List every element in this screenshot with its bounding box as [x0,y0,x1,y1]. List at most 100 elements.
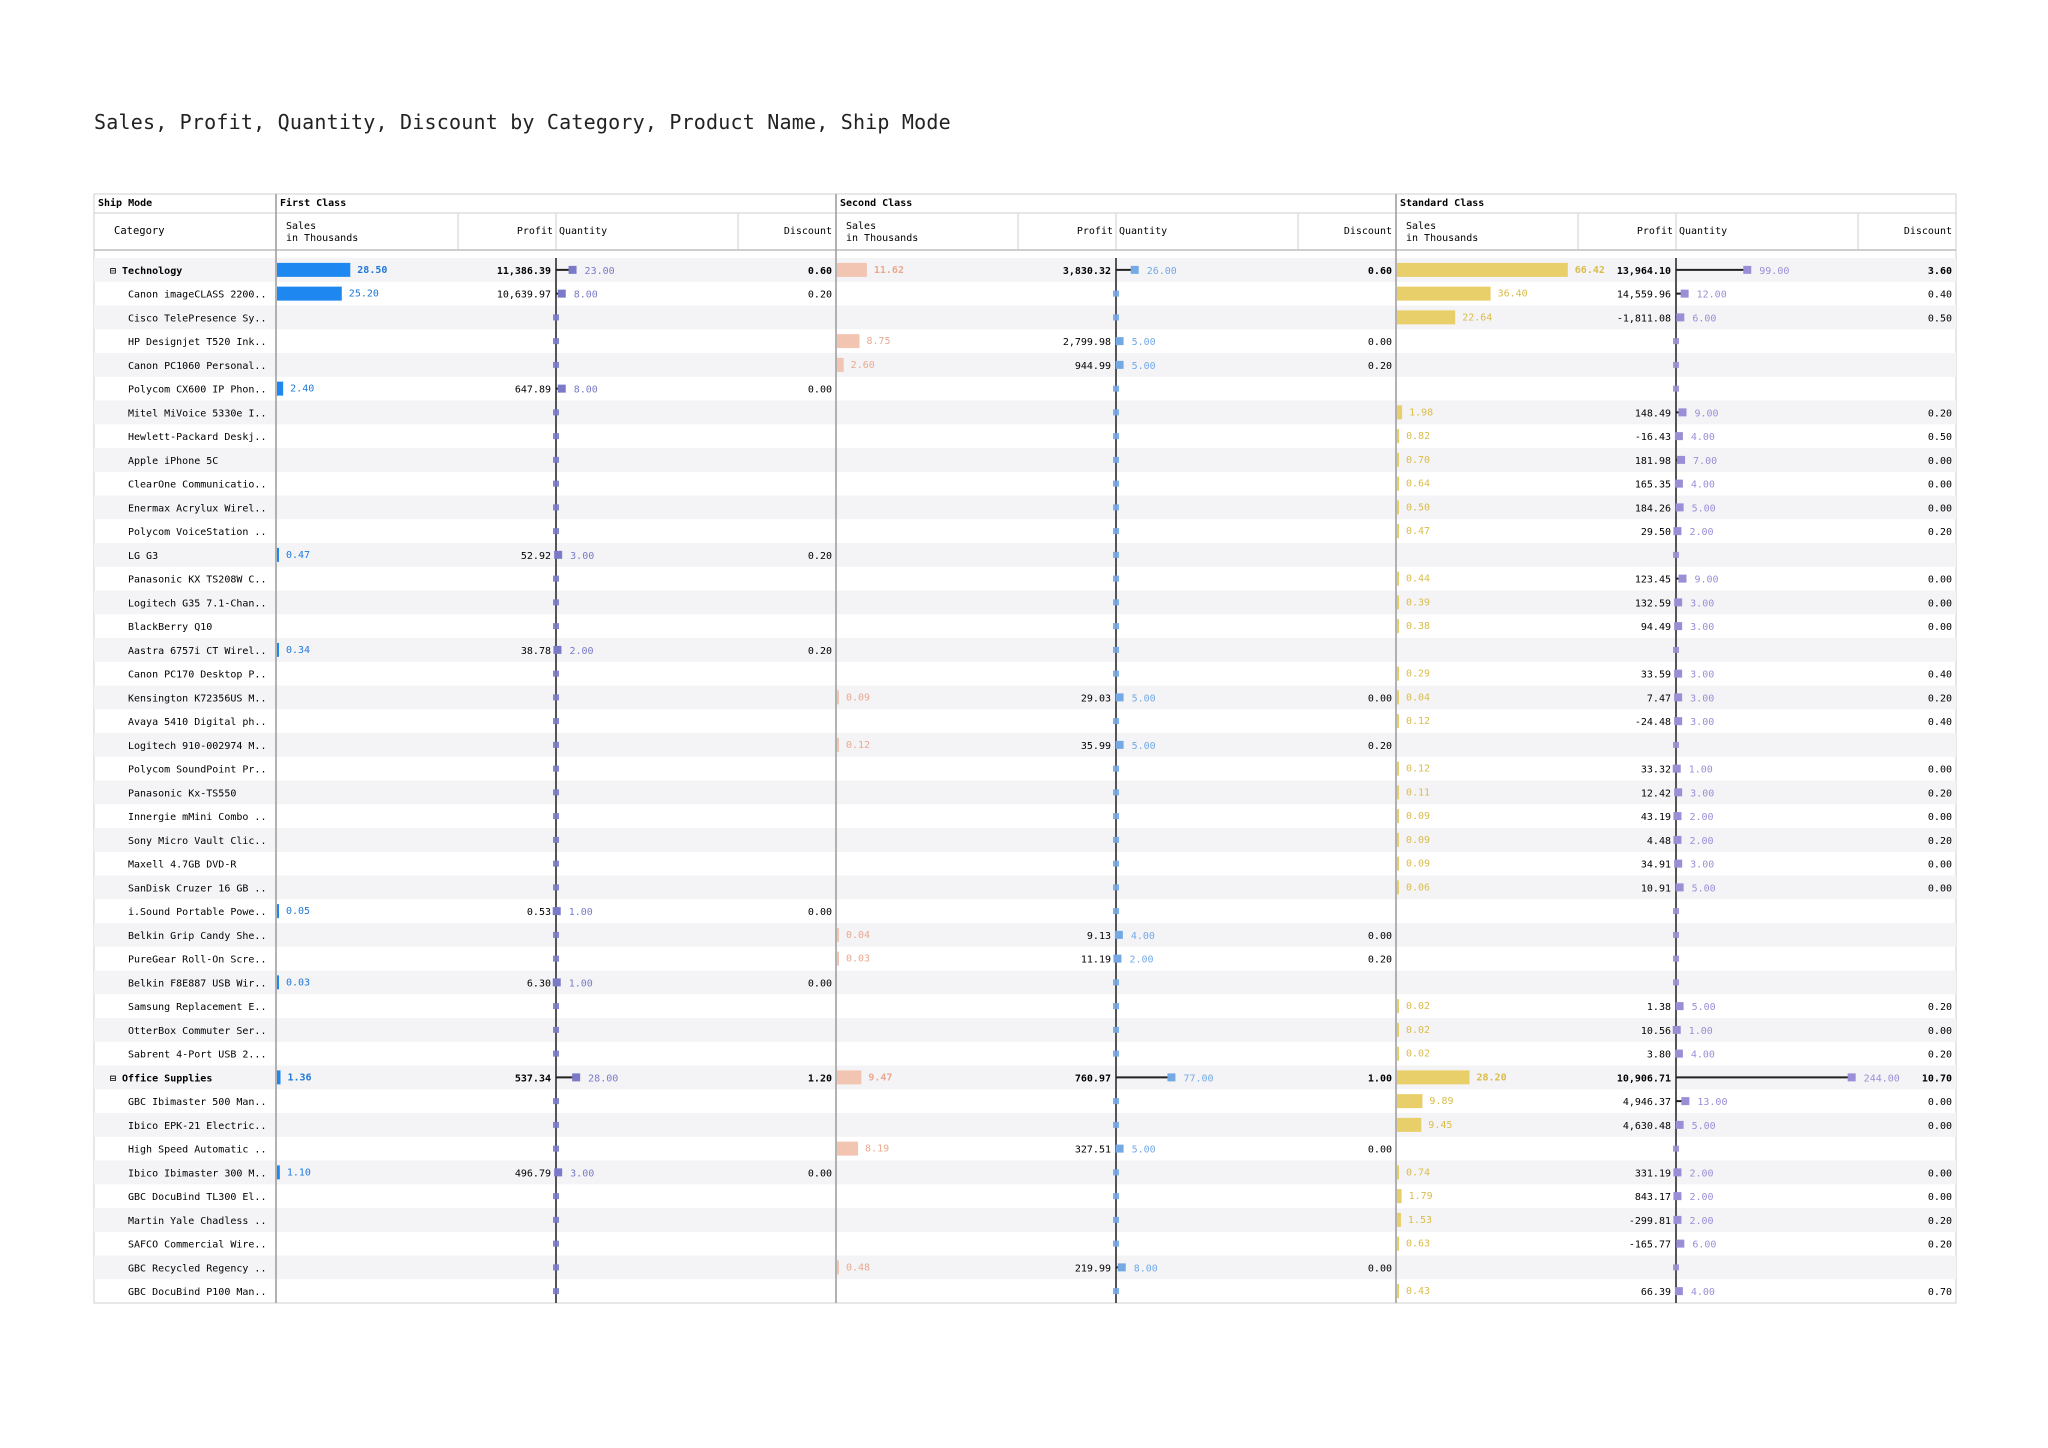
product-name: GBC DocuBind P100 Man.. [128,1287,266,1298]
quantity-value: 3.00 [1690,598,1714,609]
sales-bar [837,1260,839,1275]
sales-bar [1397,1284,1399,1299]
profit-header: Profit [1077,226,1113,237]
quantity-value: 13.00 [1697,1097,1727,1108]
quantity-marker [553,1098,559,1105]
quantity-value: 1.00 [569,907,593,918]
quantity-marker [553,1193,559,1200]
discount-value: 0.00 [1928,622,1952,633]
product-name: GBC Ibimaster 500 Man.. [128,1097,266,1108]
discount-value: 0.20 [1928,693,1952,704]
quantity-marker [1113,409,1119,416]
sales-value: 0.12 [1406,764,1430,775]
row-stripe [94,1018,1956,1042]
product-name: Ibico Ibimaster 300 M.. [128,1168,266,1179]
profit-value: 3,830.32 [1063,266,1111,277]
profit-value: 4.48 [1647,836,1671,847]
quantity-marker [1677,455,1686,464]
sales-bar [837,1141,859,1156]
row-stripe [94,1160,1956,1185]
quantity-marker [1673,385,1679,392]
quantity-value: 2.00 [1689,527,1713,538]
row-stripe [94,1113,1956,1137]
discount-value: 0.00 [1928,812,1952,823]
quantity-marker [1674,432,1683,441]
profit-value: 11.19 [1081,955,1111,966]
quantity-marker [1113,504,1119,511]
sales-value: 0.03 [846,954,870,965]
sales-value: 66.42 [1575,265,1605,276]
discount-value: 0.40 [1928,670,1952,681]
quantity-marker [1113,623,1119,630]
profit-value: 66.39 [1641,1287,1671,1298]
quantity-marker [1743,265,1752,274]
product-name: i.Sound Portable Powe.. [128,907,266,918]
product-name: GBC Recycled Regency .. [128,1263,266,1274]
quantity-value: 3.00 [1690,622,1714,633]
sales-bar [1397,1070,1470,1085]
quantity-marker [1673,361,1679,368]
profit-header: Profit [1637,226,1673,237]
discount-value: 0.00 [1928,1168,1952,1179]
quantity-marker [1673,1192,1682,1201]
discount-value: 0.00 [1368,1145,1392,1156]
quantity-marker [553,1026,559,1033]
sales-value: 8.19 [865,1144,889,1155]
sales-header-unit: in Thousands [846,233,918,244]
quantity-marker [553,860,559,867]
sales-bar [1397,619,1399,634]
row-stripe [94,638,1956,662]
quantity-marker [1113,1240,1119,1247]
sales-value: 9.47 [868,1072,892,1083]
quantity-marker [1674,669,1683,678]
quantity-value: 5.00 [1132,1145,1156,1156]
sales-bar [277,262,351,277]
quantity-value: 244.00 [1864,1073,1900,1084]
profit-value: 13,964.10 [1617,266,1671,277]
quantity-value: 2.00 [1689,1216,1713,1227]
quantity-value: 4.00 [1691,480,1715,491]
sales-bar [277,547,279,562]
quantity-marker [1113,1026,1119,1033]
product-name: Mitel MiVoice 5330e I.. [128,408,266,419]
sales-bar [1397,476,1399,491]
product-name: HP Designjet T520 Ink.. [128,337,266,348]
product-name: Aastra 6757i CT Wirel.. [128,646,266,657]
sales-value: 36.40 [1498,289,1528,300]
profit-value: 496.79 [515,1168,551,1179]
quantity-marker [1113,1216,1119,1223]
discount-value: 0.00 [808,978,832,989]
profit-value: -24.48 [1635,717,1671,728]
quantity-marker [1674,788,1683,797]
sales-value: 0.06 [1406,882,1430,893]
sales-bar [277,1165,280,1180]
quantity-header: Quantity [1119,226,1167,237]
sales-bar [837,1070,862,1085]
sales-value: 0.02 [1406,1001,1430,1012]
profit-value: 38.78 [521,646,551,657]
sales-header-unit: in Thousands [286,233,358,244]
quantity-marker [553,645,562,654]
discount-value: 0.20 [1928,1002,1952,1013]
discount-value: 1.20 [808,1073,832,1084]
product-name: OtterBox Commuter Ser.. [128,1026,266,1037]
row-stripe [94,685,1956,710]
quantity-value: 5.00 [1692,1121,1716,1132]
quantity-marker [1113,480,1119,487]
quantity-marker [554,1168,563,1177]
profit-value: 537.34 [515,1073,551,1084]
discount-value: 0.00 [1368,931,1392,942]
profit-value: 29.50 [1641,527,1671,538]
quantity-value: 4.00 [1691,1287,1715,1298]
sales-value: 9.89 [1429,1096,1453,1107]
quantity-marker [553,1121,559,1128]
quantity-marker [553,528,559,535]
quantity-marker [1673,979,1679,986]
discount-value: 0.00 [1928,1097,1952,1108]
sales-bar [1397,405,1403,420]
sales-bar [1397,1094,1423,1109]
quantity-marker [1673,955,1679,962]
discount-value: 0.40 [1928,717,1952,728]
sales-bar [277,286,342,301]
quantity-marker [1680,289,1689,298]
